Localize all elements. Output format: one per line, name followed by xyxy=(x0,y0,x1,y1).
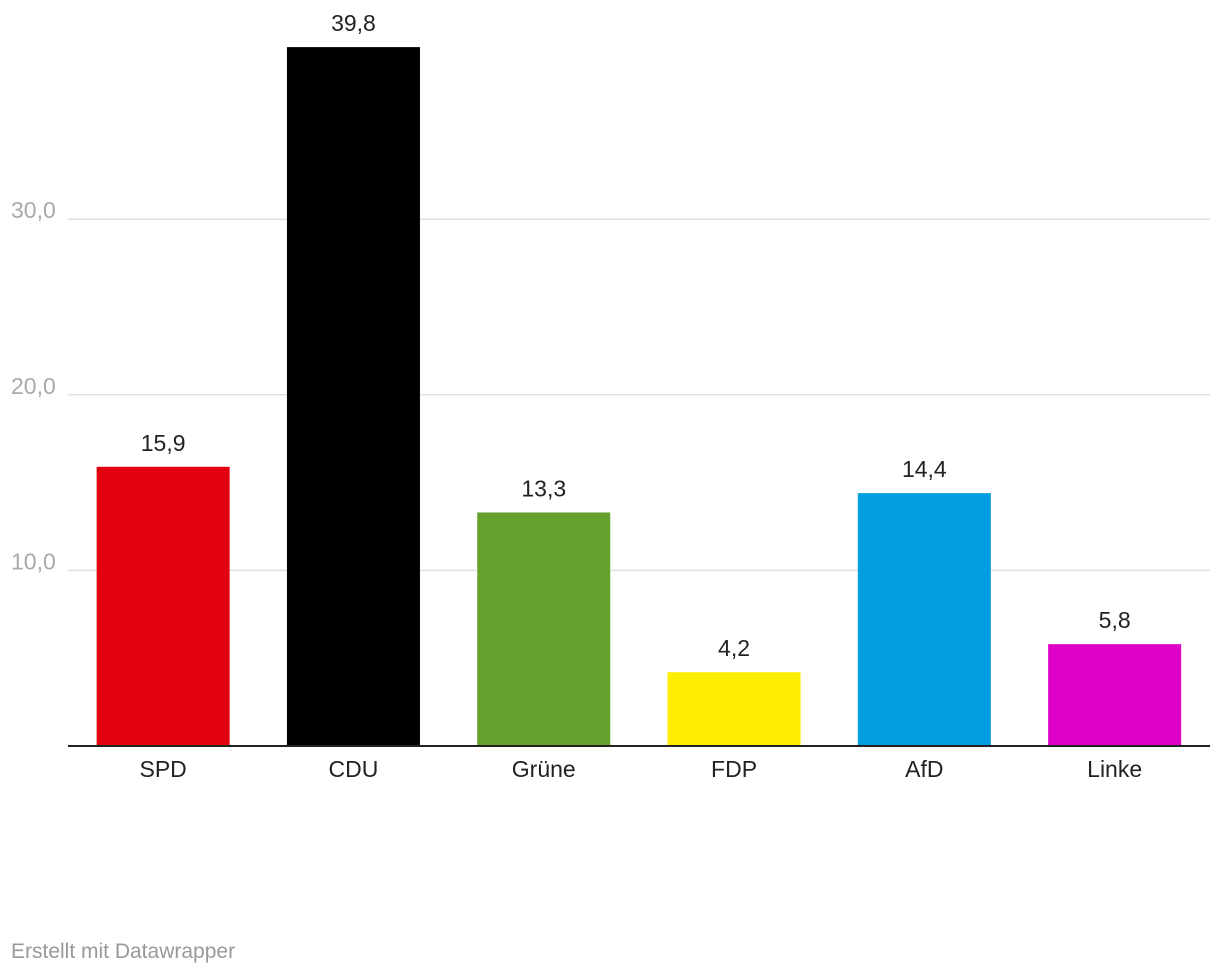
y-tick-label: 20,0 xyxy=(11,373,56,399)
bar-spd xyxy=(96,466,230,746)
bar-value-label: 5,8 xyxy=(1099,607,1131,633)
bar-cdu xyxy=(286,47,420,746)
y-tick-label: 30,0 xyxy=(11,197,56,223)
x-tick-label: Grüne xyxy=(512,756,576,782)
bar-value-label: 4,2 xyxy=(718,635,750,661)
bar-value-label: 14,4 xyxy=(902,456,947,482)
x-tick-label: CDU xyxy=(329,756,379,782)
bar-value-label: 39,8 xyxy=(331,10,376,36)
bar-value-label: 13,3 xyxy=(521,475,566,501)
x-tick-label: SPD xyxy=(140,756,187,782)
bar-value-label: 15,9 xyxy=(141,430,186,456)
bar-fdp xyxy=(667,672,801,746)
x-tick-label: Linke xyxy=(1087,756,1142,782)
bar-linke xyxy=(1048,644,1182,746)
bar-grüne xyxy=(477,512,611,746)
x-tick-label: FDP xyxy=(711,756,757,782)
credit-footer[interactable]: Erstellt mit Datawrapper xyxy=(11,940,236,963)
y-tick-label: 10,0 xyxy=(11,548,56,574)
bar-chart: 10,0 20,0 30,0 15,9 SPD 39,8 CDU 13,3 Grüne 4,2 FD… xyxy=(11,10,1210,782)
bar-afd xyxy=(857,493,991,746)
x-tick-label: AfD xyxy=(905,756,943,782)
